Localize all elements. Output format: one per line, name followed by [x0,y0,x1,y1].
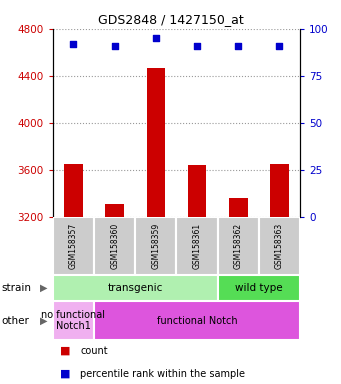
Bar [229,198,248,217]
Text: GSM158361: GSM158361 [193,223,202,269]
Bar [94,217,135,275]
Text: GSM158357: GSM158357 [69,223,78,269]
Text: functional Notch: functional Notch [157,316,237,326]
Bar [147,68,165,217]
Text: strain: strain [2,283,32,293]
Text: GDS2848 / 1427150_at: GDS2848 / 1427150_at [98,13,243,26]
Bar [218,275,300,301]
Text: GSM158363: GSM158363 [275,223,284,269]
Bar [218,217,259,275]
Bar [105,204,124,217]
Text: percentile rank within the sample: percentile rank within the sample [80,369,245,379]
Point [277,43,282,49]
Text: ■: ■ [60,369,70,379]
Bar [188,165,206,217]
Bar [53,275,218,301]
Bar [259,217,300,275]
Text: no functional
Notch1: no functional Notch1 [42,310,105,331]
Bar [177,217,218,275]
Text: transgenic: transgenic [107,283,163,293]
Text: wild type: wild type [235,283,283,293]
Text: GSM158360: GSM158360 [110,223,119,269]
Bar [94,301,300,340]
Bar [270,164,289,217]
Point [236,43,241,49]
Text: ▶: ▶ [40,316,48,326]
Point [153,35,159,41]
Text: GSM158359: GSM158359 [151,223,160,269]
Bar [53,217,94,275]
Point [71,41,76,47]
Text: GSM158362: GSM158362 [234,223,243,269]
Text: count: count [80,346,108,356]
Bar [53,301,94,340]
Point [194,43,200,49]
Bar [64,164,83,217]
Text: other: other [2,316,30,326]
Text: ▶: ▶ [40,283,48,293]
Point [112,43,117,49]
Text: ■: ■ [60,346,70,356]
Bar [135,217,177,275]
